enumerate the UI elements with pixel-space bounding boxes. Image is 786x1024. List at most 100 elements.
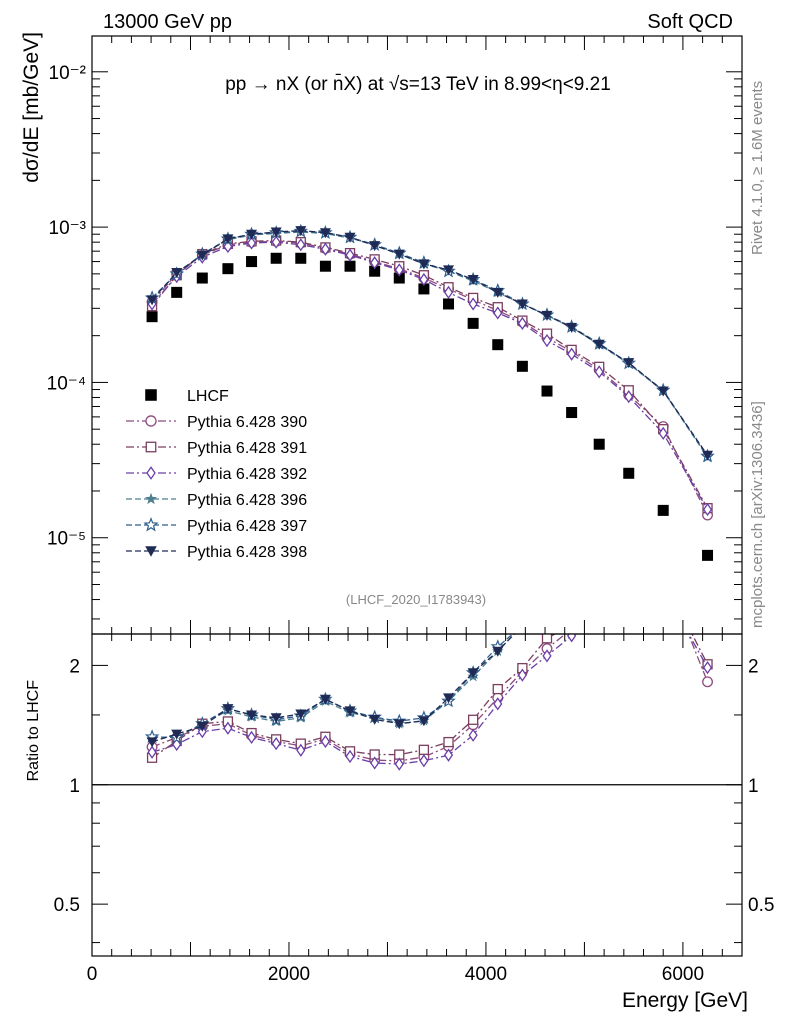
ratio-point (295, 709, 307, 720)
data-point (623, 467, 635, 479)
legend-label: Pythia 6.428 396 (187, 492, 307, 509)
series-0 (146, 252, 714, 561)
ratio-y-tick-label: 1 (69, 776, 80, 797)
ratio-line (152, 634, 516, 739)
ratio-point (468, 728, 478, 742)
ratio-axis-ticks (91, 634, 743, 956)
ratio-point (702, 525, 713, 535)
ratio-point (702, 528, 713, 539)
ratio-point (658, 472, 669, 483)
ratio-y-tick-label-right: 2 (748, 656, 759, 677)
legend-marker (145, 389, 157, 401)
main-y-tick-labels: 10⁻² 10⁻³ 10⁻⁴ 10⁻⁵ (47, 63, 86, 550)
data-point (493, 306, 503, 320)
data-point (344, 260, 356, 272)
data-point (295, 226, 307, 237)
ratio-line (151, 634, 709, 762)
data-point (394, 263, 404, 277)
ratio-point (271, 736, 281, 751)
ratio-line (152, 634, 514, 739)
ratio-point (658, 476, 669, 486)
data-point (171, 268, 183, 279)
ratio-point (566, 560, 577, 571)
ratio-point (517, 621, 528, 631)
legend-label: Pythia 6.428 391 (187, 440, 307, 457)
series-line (151, 241, 709, 510)
data-point (270, 252, 282, 264)
ratio-point (567, 620, 576, 629)
legend-entry-6: Pythia 6.428 398 (126, 544, 307, 561)
ratio-point (541, 634, 553, 644)
ratio-point (702, 661, 713, 675)
legend-label: Pythia 6.428 398 (187, 544, 307, 561)
data-point (271, 235, 281, 249)
data-point (593, 438, 605, 450)
data-point (418, 283, 430, 295)
ratio-line (151, 634, 709, 759)
series-6 (146, 226, 714, 461)
ratio-point (147, 745, 157, 759)
ratio-point (594, 525, 605, 536)
ratio-point (223, 721, 233, 735)
ratio-point (493, 697, 503, 711)
data-point (702, 502, 713, 517)
data-point (623, 358, 635, 369)
ratio-point (702, 676, 713, 688)
ratio-y-tick-label: 2 (69, 656, 80, 677)
data-point (492, 287, 504, 298)
data-point (295, 252, 307, 264)
legend-marker (145, 415, 157, 427)
legend-label: Pythia 6.428 392 (187, 466, 307, 483)
ratio-point (443, 748, 454, 762)
side-url: mcplots.cern.ch [arXiv:1306.3436] (749, 401, 766, 628)
legend-marker (145, 441, 157, 453)
series-line (151, 240, 709, 516)
ratio-point (171, 729, 183, 740)
data-point (443, 285, 454, 300)
data-point (657, 504, 669, 516)
ratio-point (594, 525, 605, 535)
x-tick-label: 6000 (662, 964, 704, 985)
ratio-point (542, 587, 553, 597)
ratio-point (566, 563, 577, 573)
data-point (246, 256, 258, 268)
data-point (467, 317, 479, 329)
legend-marker (143, 517, 159, 532)
legend-label: Pythia 6.428 397 (187, 518, 307, 535)
data-point (345, 248, 355, 262)
data-point (566, 407, 578, 419)
ratio-series-4 (146, 525, 713, 743)
ratio-point (659, 573, 668, 582)
ratio-point (393, 719, 405, 730)
data-point (567, 347, 577, 361)
ratio-point (541, 584, 552, 595)
ratio-point (196, 721, 208, 732)
ratio-y-tick-label-right: 0.5 (748, 895, 774, 916)
side-rivet: Rivet 4.1.0, ≥ 1.6M events (749, 81, 766, 255)
data-point (146, 311, 158, 323)
data-point (393, 272, 405, 284)
x-tick-label: 0 (87, 964, 98, 985)
data-point (658, 426, 668, 440)
data-point (319, 260, 331, 272)
ratio-point (296, 743, 306, 757)
legend-entry-2: Pythia 6.428 391 (126, 440, 307, 457)
data-point (296, 238, 306, 252)
main-y-axis-title: dσ/dE [mb/GeV] (20, 32, 43, 183)
ratio-point (222, 704, 234, 715)
data-point (246, 236, 257, 250)
data-point (594, 365, 604, 379)
ratio-point (595, 583, 604, 592)
ratio-point (595, 594, 603, 605)
ratio-point (625, 584, 633, 595)
ratio-point (623, 498, 634, 509)
legend-marker (146, 466, 156, 480)
data-point (516, 360, 528, 372)
data-point (492, 339, 504, 351)
ratio-point (419, 754, 429, 768)
data-point (369, 241, 381, 252)
ratio-y-tick-label-right: 1 (748, 776, 759, 797)
legend-marker (145, 546, 157, 557)
y-tick-label: 10⁻² (49, 63, 87, 84)
